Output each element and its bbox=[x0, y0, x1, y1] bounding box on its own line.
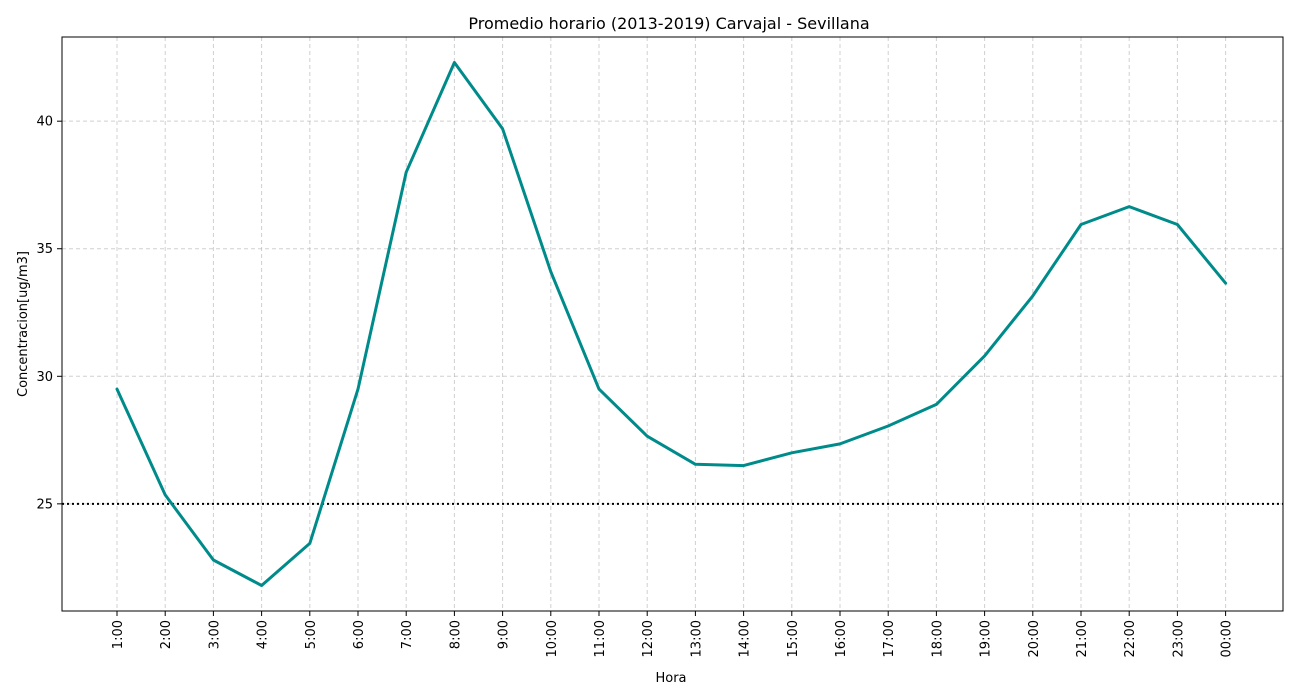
x-tick-label: 22:00 bbox=[1123, 620, 1138, 657]
data-point bbox=[983, 354, 986, 358]
chart-title: Promedio horario (2013-2019) Carvajal - … bbox=[468, 14, 869, 33]
x-tick-label: 19:00 bbox=[979, 620, 994, 657]
data-point bbox=[694, 463, 697, 466]
data-point bbox=[1079, 223, 1083, 226]
y-tick-label: 30 bbox=[36, 370, 53, 385]
data-point bbox=[164, 493, 167, 497]
y-tick-label: 40 bbox=[36, 115, 53, 130]
data-point bbox=[212, 558, 215, 562]
x-tick-label: 23:00 bbox=[1171, 620, 1186, 657]
x-tick-label: 00:00 bbox=[1220, 620, 1235, 657]
x-tick-label: 10:00 bbox=[545, 620, 560, 657]
data-point bbox=[501, 127, 504, 131]
plot-frame bbox=[61, 36, 1284, 612]
data-point bbox=[597, 387, 601, 391]
x-tick-label: 15:00 bbox=[786, 620, 801, 657]
data-point bbox=[838, 442, 842, 446]
x-axis-title: Hora bbox=[655, 671, 686, 686]
y-axis-title: Concentracion[ug/m3] bbox=[16, 251, 31, 397]
data-point bbox=[935, 403, 938, 406]
data-point bbox=[887, 424, 890, 428]
x-tick-label: 4:00 bbox=[256, 620, 271, 649]
data-point bbox=[742, 464, 745, 467]
data-point bbox=[115, 387, 119, 391]
x-tick-label: 2:00 bbox=[159, 620, 174, 649]
x-tick-label: 20:00 bbox=[1027, 620, 1042, 657]
series-layer bbox=[115, 61, 1228, 587]
x-tick-label: 6:00 bbox=[352, 620, 367, 649]
x-tick-label: 1:00 bbox=[111, 620, 126, 649]
x-tick-label: 18:00 bbox=[930, 620, 945, 657]
x-tick-label: 12:00 bbox=[641, 620, 656, 657]
x-tick-label: 9:00 bbox=[497, 620, 512, 649]
grid-lines bbox=[62, 37, 1283, 611]
x-tick-label: 13:00 bbox=[689, 620, 704, 657]
data-point bbox=[1224, 281, 1227, 285]
x-tick-label: 5:00 bbox=[304, 620, 319, 649]
series-line bbox=[115, 61, 1228, 587]
x-tick-label: 14:00 bbox=[738, 620, 753, 657]
data-point bbox=[1031, 294, 1035, 298]
x-axis-ticks: 1:00 2:00 3:00 4:00 5:00 6:00 7:00 8:00 9:00 10:0… bbox=[111, 611, 1235, 657]
data-point bbox=[1176, 223, 1179, 226]
data-point bbox=[790, 451, 793, 455]
data-point bbox=[646, 435, 649, 438]
x-tick-label: 17:00 bbox=[882, 620, 897, 657]
x-tick-label: 8:00 bbox=[448, 620, 463, 649]
x-tick-label: 21:00 bbox=[1075, 620, 1090, 657]
x-tick-label: 3:00 bbox=[207, 620, 222, 649]
y-axis-ticks: 25 30 35 40 bbox=[36, 115, 62, 512]
x-tick-label: 11:00 bbox=[593, 620, 608, 657]
data-point bbox=[260, 584, 263, 587]
x-tick-label: 7:00 bbox=[400, 620, 415, 649]
axes-frame bbox=[61, 36, 1284, 612]
data-point bbox=[356, 387, 360, 391]
y-tick-label: 25 bbox=[36, 497, 53, 512]
data-point bbox=[549, 270, 552, 273]
y-tick-label: 35 bbox=[36, 242, 53, 257]
x-tick-label: 16:00 bbox=[834, 620, 849, 657]
data-point bbox=[453, 61, 456, 64]
data-point bbox=[405, 171, 408, 174]
data-point bbox=[308, 542, 311, 545]
data-point bbox=[1128, 205, 1131, 208]
